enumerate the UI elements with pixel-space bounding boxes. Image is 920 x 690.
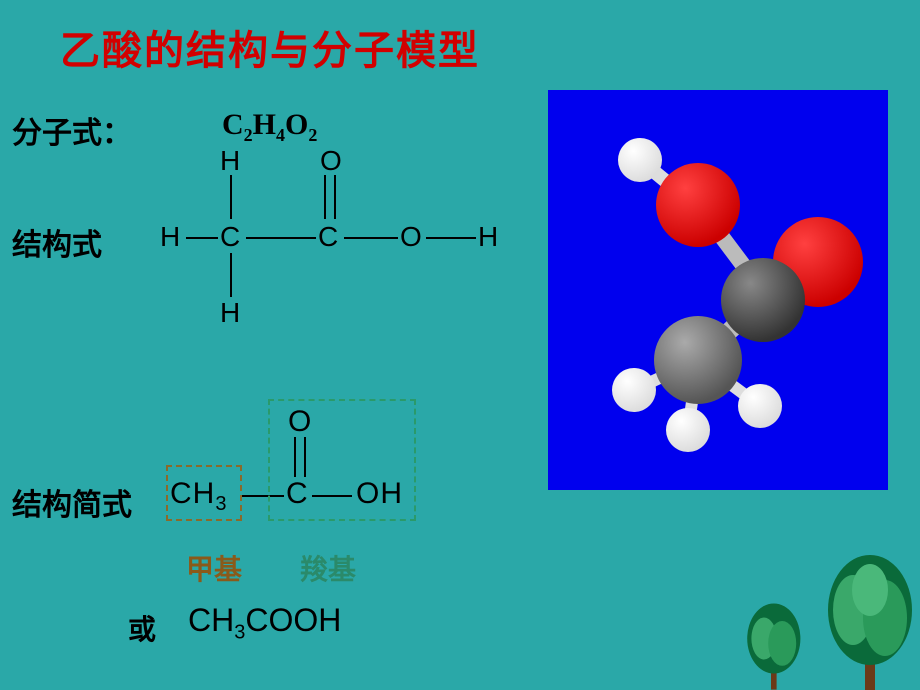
group-methyl-label: 甲基 (186, 548, 242, 588)
bond-c2_o_b (334, 175, 336, 219)
label-condensed-formula: 结构简式 (12, 480, 132, 524)
methyl-box (166, 465, 242, 521)
slide-title: 乙酸的结构与分子模型 (60, 18, 480, 76)
label-molecular-formula: 分子式： (12, 108, 132, 152)
bond-c1_ht (230, 175, 232, 219)
label-or: 或 (128, 608, 156, 648)
model-atom-2 (721, 258, 805, 342)
carboxyl-box (268, 399, 416, 521)
molecule-3d-model (548, 90, 888, 490)
model-atom-4 (618, 138, 662, 182)
group-carboxyl-label: 羧基 (300, 548, 356, 588)
model-atom-3 (654, 316, 742, 404)
bond-c2_o_a (324, 175, 326, 219)
bond-c2_o (344, 237, 398, 239)
atom-h_bot: H (220, 297, 240, 329)
bond-o_h (426, 237, 476, 239)
molecular-formula: C2H4O2 (222, 108, 317, 146)
condensed-formula: OCH3COH (170, 405, 510, 555)
bond-c1_c2 (246, 237, 316, 239)
model-atom-6 (666, 408, 710, 452)
alt-formula: CH3COOH (188, 602, 341, 644)
atom-c2: C (318, 221, 338, 253)
tree-decoration (690, 540, 920, 690)
atom-h_left: H (160, 221, 180, 253)
structural-formula: H O H C C O H H (160, 145, 520, 345)
label-structural-formula: 结构式 (12, 220, 102, 264)
atom-o_top: O (320, 145, 342, 177)
bond-h_c1 (186, 237, 218, 239)
model-atom-5 (612, 368, 656, 412)
model-atom-1 (656, 163, 740, 247)
bond-c1_hb (230, 253, 232, 297)
model-atom-7 (738, 384, 782, 428)
atom-h_top: H (220, 145, 240, 177)
atom-h_r: H (478, 221, 498, 253)
atom-o_r: O (400, 221, 422, 253)
atom-c1: C (220, 221, 240, 253)
